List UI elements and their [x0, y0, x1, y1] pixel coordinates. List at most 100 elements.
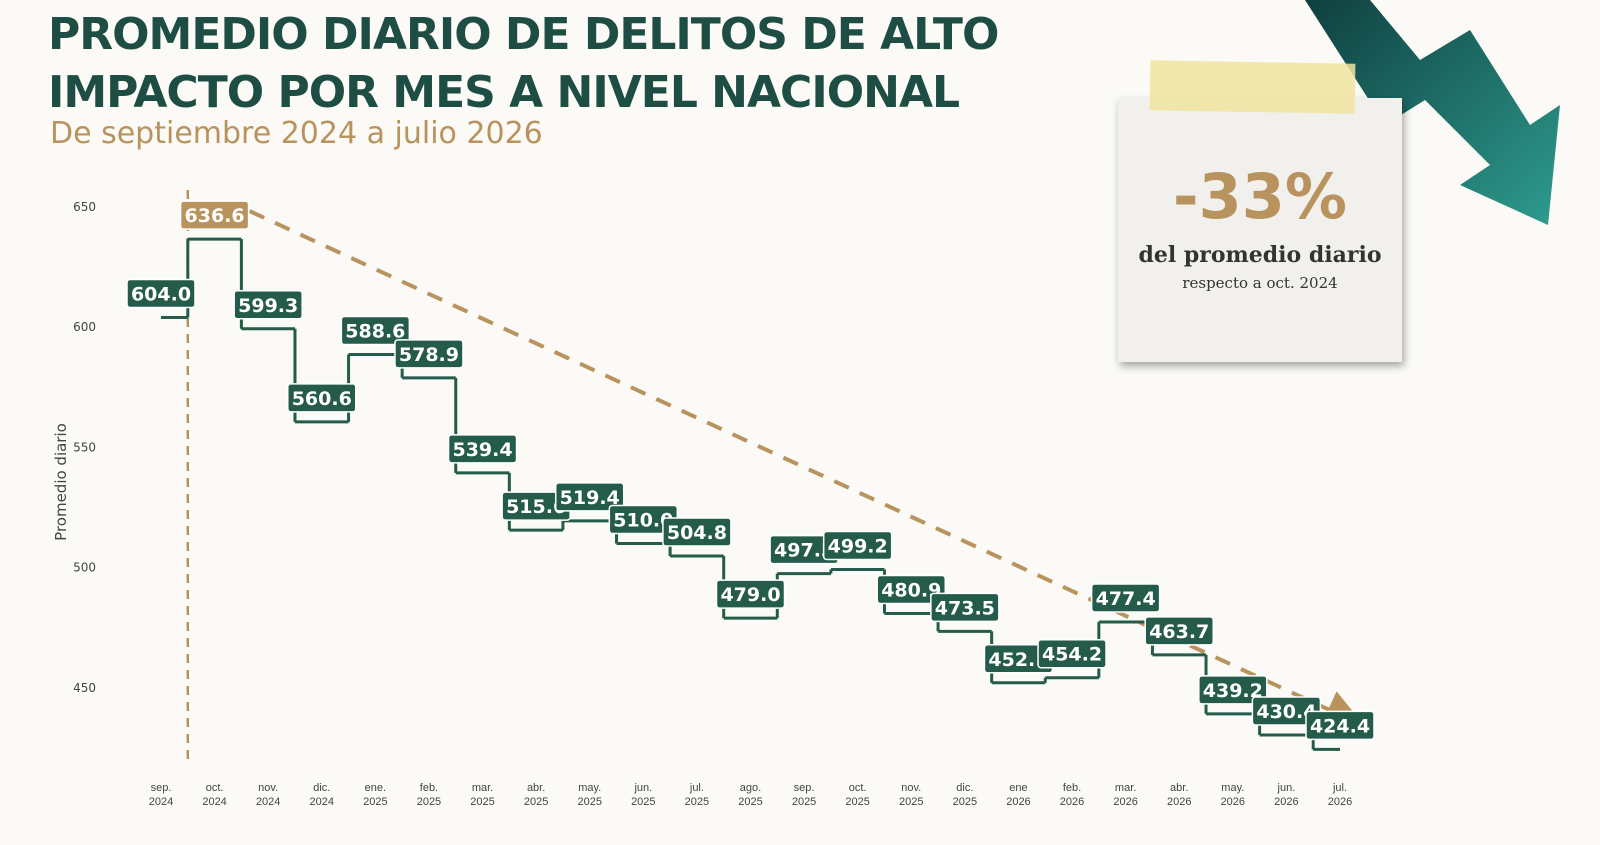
plot: 450 500 550 600 650 604.0 636.6 599.3 560.6 588.6…: [73, 190, 1375, 760]
value-label: 539.4: [447, 434, 518, 464]
x-tick-label: nov. 2024: [255, 782, 281, 808]
value-label: 477.4: [1090, 583, 1161, 613]
x-tick-label: abr. 2026: [1166, 782, 1192, 808]
x-tick-label: jul. 2025: [684, 782, 710, 808]
x-tick-label: mar. 2026: [1113, 782, 1138, 808]
label-box: [126, 278, 196, 309]
data-label: 578.9: [399, 344, 459, 366]
label-box: [930, 592, 1000, 623]
x-tick-label: nov. 2025: [899, 782, 924, 808]
label-box: [662, 517, 732, 547]
label-box: [554, 482, 625, 512]
x-tick-label: oct. 2025: [845, 782, 870, 808]
card-text: del promedio diario: [1138, 242, 1382, 268]
x-tick-label: may. 2026: [1220, 782, 1246, 808]
card-value: -33%: [1172, 160, 1348, 233]
data-label: 452.1: [988, 649, 1048, 671]
summary-card: -33% del promedio diario respecto a oct.…: [1118, 98, 1402, 362]
value-label: 473.5: [930, 592, 1000, 623]
x-tick-label: may. 2025: [577, 782, 602, 808]
data-label: 604.0: [131, 283, 191, 305]
data-label: 424.4: [1310, 715, 1370, 737]
data-label: 636.6: [185, 205, 245, 227]
decor-arrow: [1305, 0, 1560, 225]
label-box: [822, 530, 893, 561]
x-tick-label: jun. 2026: [1274, 782, 1299, 808]
x-tick-label: abr. 2025: [523, 782, 549, 808]
label-box: [715, 579, 786, 609]
data-label: 477.4: [1096, 588, 1156, 610]
value-label: 499.2: [822, 530, 893, 561]
x-tick-label: oct. 2024: [202, 782, 227, 808]
label-box: [1305, 710, 1375, 741]
value-label: 480.9: [876, 574, 947, 605]
x-tick-label: feb. 2026: [1059, 782, 1085, 808]
label-box: [233, 290, 303, 320]
value-label: 560.6: [287, 383, 357, 413]
value-label: 479.0: [715, 579, 786, 609]
label-box: [876, 574, 947, 605]
y-tick-label: 450: [73, 681, 96, 695]
label-box: [1144, 616, 1214, 646]
value-label: 604.0: [126, 278, 196, 309]
x-tick-label: sep. 2024: [148, 782, 174, 808]
data-label: 588.6: [345, 321, 405, 343]
label-box: [179, 200, 250, 230]
value-label: 519.4: [554, 482, 625, 512]
x-tick-label: ene. 2025: [363, 782, 388, 808]
data-label: 510.0: [613, 510, 673, 532]
y-tick-label: 550: [73, 440, 96, 454]
data-label: 473.5: [935, 597, 995, 619]
x-tick-label: jun. 2025: [631, 782, 656, 808]
data-label: 504.8: [667, 522, 727, 544]
data-label: 497.5: [774, 540, 834, 562]
data-label: 463.7: [1149, 621, 1209, 643]
x-tick-label: jul. 2026: [1327, 782, 1353, 808]
value-label: 439.2: [1198, 675, 1268, 705]
value-label: 454.2: [1037, 638, 1107, 669]
y-tick-label: 500: [73, 561, 96, 575]
value-label: 424.4: [1305, 710, 1375, 741]
x-tick-label: dic. 2024: [309, 782, 334, 808]
label-box: [1090, 583, 1161, 613]
tape: [1149, 60, 1356, 114]
value-label: 599.3: [233, 290, 303, 320]
label-box: [394, 339, 464, 369]
y-tick-label: 650: [73, 200, 96, 214]
value-label: 588.6: [340, 315, 411, 346]
title: PROMEDIO DIARIO DE DELITOS DE ALTO IMPAC…: [48, 9, 999, 118]
data-label: 599.3: [238, 295, 298, 317]
value-label: 452.1: [983, 644, 1054, 674]
data-label: 539.4: [452, 439, 512, 461]
y-axis-label: Promedio diario: [52, 423, 70, 541]
value-label: 636.6: [179, 200, 250, 230]
x-tick-label: sep. 2025: [791, 782, 817, 808]
x-tick-label: mar. 2025: [470, 782, 495, 808]
value-label: 504.8: [662, 517, 732, 547]
subtitle: De septiembre 2024 a julio 2026: [50, 116, 543, 151]
data-label: 480.9: [881, 580, 941, 602]
card-note: respecto a oct. 2024: [1182, 274, 1338, 292]
value-label: 430.4: [1251, 696, 1322, 726]
data-label: 430.4: [1256, 701, 1316, 723]
label-box: [447, 434, 518, 464]
x-tick-label: feb. 2025: [416, 782, 442, 808]
value-label: 515.6: [501, 491, 571, 521]
x-tick-label: ago. 2025: [738, 782, 763, 808]
label-box: [340, 315, 411, 346]
y-tick-label: 600: [73, 320, 96, 334]
value-label: 463.7: [1144, 616, 1214, 646]
label-box: [1198, 675, 1268, 705]
value-label: 497.5: [769, 534, 839, 565]
data-label: 479.0: [720, 584, 780, 606]
label-box: [287, 383, 357, 413]
data-label: 439.2: [1203, 680, 1263, 702]
label-box: [1037, 638, 1107, 669]
data-label: 519.4: [560, 487, 620, 509]
x-tick-label: dic. 2025: [952, 782, 978, 808]
data-label: 515.6: [506, 496, 566, 518]
data-label: 454.2: [1042, 644, 1102, 666]
x-tick-label: ene 2026: [1006, 782, 1031, 808]
